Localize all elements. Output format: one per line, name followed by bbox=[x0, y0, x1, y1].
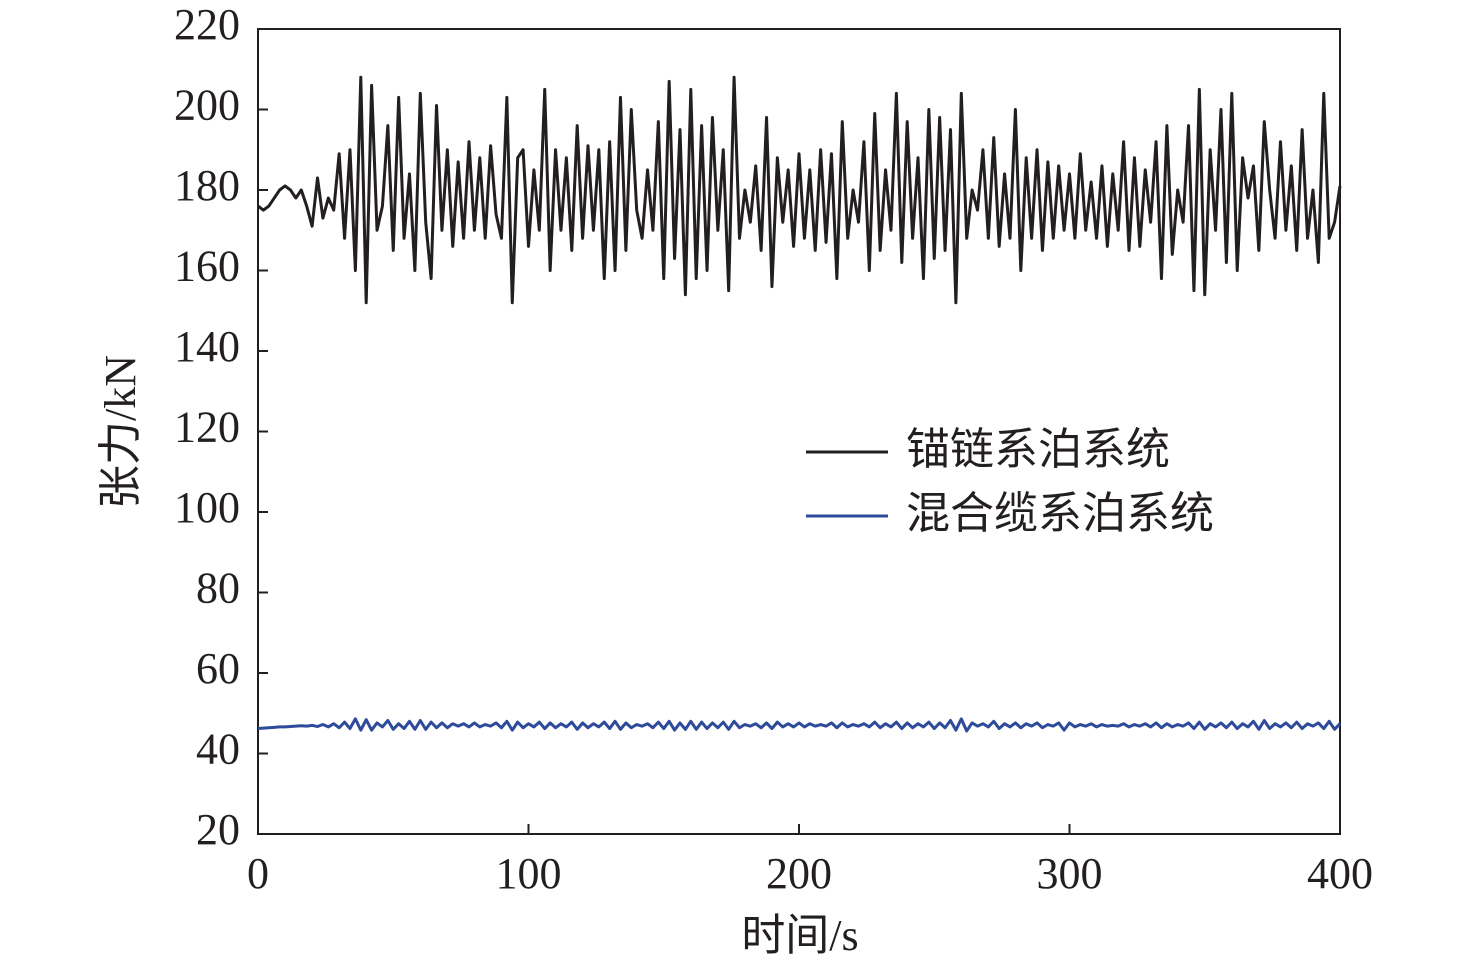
y-tick-label: 160 bbox=[174, 242, 240, 291]
y-tick-label: 120 bbox=[174, 403, 240, 452]
y-tick-label: 180 bbox=[174, 161, 240, 210]
y-tick-label: 140 bbox=[174, 322, 240, 371]
x-tick-label: 200 bbox=[766, 849, 832, 898]
x-axis-label: 时间/s bbox=[741, 911, 858, 960]
data-line bbox=[257, 717, 1342, 733]
x-tick-label: 100 bbox=[496, 849, 562, 898]
x-tick-label: 300 bbox=[1037, 849, 1103, 898]
y-tick-label: 60 bbox=[196, 644, 240, 693]
legend-label: 锚链系泊系统 bbox=[906, 425, 1170, 474]
y-tick-label: 100 bbox=[174, 483, 240, 532]
y-tick-label: 20 bbox=[196, 805, 240, 854]
legend-label: 混合缆系泊系统 bbox=[906, 489, 1214, 538]
y-tick-label: 220 bbox=[174, 0, 240, 49]
y-axis-label: 张力/kN bbox=[96, 355, 145, 509]
x-tick-label: 0 bbox=[247, 849, 269, 898]
y-tick-label: 40 bbox=[196, 725, 240, 774]
y-tick-label: 200 bbox=[174, 81, 240, 130]
plot-frame bbox=[257, 28, 1341, 835]
data-line bbox=[257, 75, 1342, 305]
x-tick-label: 400 bbox=[1307, 849, 1373, 898]
y-tick-label: 80 bbox=[196, 564, 240, 613]
